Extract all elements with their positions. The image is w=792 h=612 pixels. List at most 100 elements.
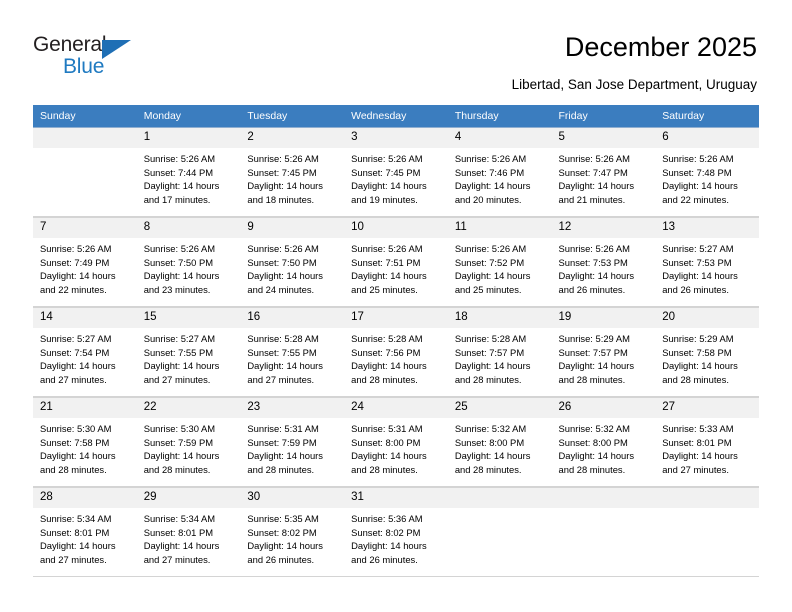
calendar-day-cell[interactable]: 14 Sunrise: 5:27 AM Sunset: 7:54 PM Dayligh… xyxy=(33,307,137,397)
day-info: Sunrise: 5:27 AM Sunset: 7:54 PM Daylight:… xyxy=(33,328,137,386)
calendar-day-cell[interactable]: 16 Sunrise: 5:28 AM Sunset: 7:55 PM Dayligh… xyxy=(240,307,345,397)
calendar-day-cell[interactable]: 19 Sunrise: 5:29 AM Sunset: 7:57 PM Dayligh… xyxy=(551,307,656,397)
calendar-day-cell[interactable]: 17 Sunrise: 5:28 AM Sunset: 7:56 PM Dayligh… xyxy=(344,307,448,397)
calendar-day-cell[interactable]: 15 Sunrise: 5:27 AM Sunset: 7:55 PM Dayligh… xyxy=(136,307,241,397)
daylight-text-line2: and 28 minutes. xyxy=(351,463,418,475)
calendar-day-cell[interactable]: 1 Sunrise: 5:26 AM Sunset: 7:44 PM Daylight… xyxy=(136,127,241,217)
sunrise-text: Sunrise: 5:26 AM xyxy=(143,243,216,254)
sunset-text: Sunset: 7:58 PM xyxy=(662,346,732,358)
page-title: December 2025 xyxy=(564,32,757,62)
day-info xyxy=(33,148,137,152)
daylight-text-line2: and 21 minutes. xyxy=(558,193,626,205)
sunset-text: Sunset: 7:55 PM xyxy=(247,346,317,358)
day-number: 6 xyxy=(655,128,759,148)
calendar-day-cell[interactable]: 23 Sunrise: 5:31 AM Sunset: 7:59 PM Dayligh… xyxy=(240,397,345,487)
daylight-text-line1: Daylight: 14 hours xyxy=(351,270,427,282)
sunrise-text: Sunrise: 5:26 AM xyxy=(351,243,423,254)
calendar-day-cell[interactable]: 7 Sunrise: 5:26 AM Sunset: 7:49 PM Daylight… xyxy=(33,217,137,307)
weekday-header-wednesday: Wednesday xyxy=(344,105,448,127)
day-info: Sunrise: 5:26 AM Sunset: 7:47 PM Daylight:… xyxy=(552,148,656,206)
sunset-text: Sunset: 7:50 PM xyxy=(143,256,214,268)
sunrise-text: Sunrise: 5:26 AM xyxy=(143,153,216,164)
calendar-day-cell[interactable]: 13 Sunrise: 5:27 AM Sunset: 7:53 PM Dayligh… xyxy=(655,217,759,307)
day-info: Sunrise: 5:29 AM Sunset: 7:57 PM Daylight:… xyxy=(552,328,656,386)
weekday-header-sunday: Sunday xyxy=(33,105,137,127)
day-info: Sunrise: 5:35 AM Sunset: 8:02 PM Daylight:… xyxy=(240,508,344,566)
day-info: Sunrise: 5:34 AM Sunset: 8:01 PM Daylight:… xyxy=(137,508,241,566)
day-info: Sunrise: 5:28 AM Sunset: 7:57 PM Daylight:… xyxy=(448,328,552,386)
day-number: 5 xyxy=(551,128,656,148)
day-info: Sunrise: 5:31 AM Sunset: 7:59 PM Daylight:… xyxy=(240,418,344,476)
day-info: Sunrise: 5:28 AM Sunset: 7:55 PM Daylight:… xyxy=(240,328,344,386)
calendar-day-cell[interactable]: 30 Sunrise: 5:35 AM Sunset: 8:02 PM Dayligh… xyxy=(240,487,345,577)
daylight-text-line1: Daylight: 14 hours xyxy=(351,450,427,462)
daylight-text-line2: and 18 minutes. xyxy=(247,193,315,205)
day-number: 2 xyxy=(240,128,345,148)
daylight-text-line1: Daylight: 14 hours xyxy=(454,180,531,192)
day-number: 7 xyxy=(33,218,137,238)
daylight-text-line1: Daylight: 14 hours xyxy=(558,360,635,372)
calendar-day-cell[interactable]: 27 Sunrise: 5:33 AM Sunset: 8:01 PM Dayligh… xyxy=(655,397,759,487)
calendar-day-cell[interactable]: 20 Sunrise: 5:29 AM Sunset: 7:58 PM Dayligh… xyxy=(655,307,759,397)
calendar-day-cell[interactable]: 22 Sunrise: 5:30 AM Sunset: 7:59 PM Dayligh… xyxy=(136,397,241,487)
sunset-text: Sunset: 7:45 PM xyxy=(247,166,317,178)
sunset-text: Sunset: 7:57 PM xyxy=(454,346,525,358)
sunrise-text: Sunrise: 5:26 AM xyxy=(454,243,527,254)
sunset-text: Sunset: 7:53 PM xyxy=(662,256,732,268)
sunset-text: Sunset: 7:54 PM xyxy=(40,346,110,358)
calendar-day-cell[interactable]: 28 Sunrise: 5:34 AM Sunset: 8:01 PM Dayligh… xyxy=(33,487,137,577)
calendar-day-cell[interactable]: 2 Sunrise: 5:26 AM Sunset: 7:45 PM Daylight… xyxy=(240,127,345,217)
calendar-day-cell[interactable]: 9 Sunrise: 5:26 AM Sunset: 7:50 PM Daylight… xyxy=(240,217,345,307)
daylight-text-line1: Daylight: 14 hours xyxy=(558,180,635,192)
day-number: 15 xyxy=(136,308,241,328)
day-number: 17 xyxy=(344,308,448,328)
calendar-day-cell[interactable] xyxy=(33,127,137,217)
daylight-text-line1: Daylight: 14 hours xyxy=(454,360,531,372)
day-info: Sunrise: 5:26 AM Sunset: 7:49 PM Daylight:… xyxy=(33,238,137,296)
calendar-day-cell[interactable]: 12 Sunrise: 5:26 AM Sunset: 7:53 PM Dayligh… xyxy=(551,217,656,307)
calendar-day-cell[interactable]: 3 Sunrise: 5:26 AM Sunset: 7:45 PM Daylight… xyxy=(344,127,448,217)
calendar-day-cell[interactable]: 11 Sunrise: 5:26 AM Sunset: 7:52 PM Dayligh… xyxy=(447,217,552,307)
weekday-header-monday: Monday xyxy=(136,105,241,127)
daylight-text-line2: and 28 minutes. xyxy=(662,373,729,385)
calendar-day-cell[interactable]: 26 Sunrise: 5:32 AM Sunset: 8:00 PM Dayligh… xyxy=(551,397,656,487)
daylight-text-line1: Daylight: 14 hours xyxy=(143,540,220,552)
sunset-text: Sunset: 7:57 PM xyxy=(558,346,628,358)
sunset-text: Sunset: 7:46 PM xyxy=(454,166,525,178)
calendar-day-cell[interactable] xyxy=(655,487,759,577)
sunrise-text: Sunrise: 5:34 AM xyxy=(40,513,112,524)
general-blue-logo[interactable]: General Blue xyxy=(33,33,163,85)
calendar-day-cell[interactable]: 18 Sunrise: 5:28 AM Sunset: 7:57 PM Dayligh… xyxy=(447,307,552,397)
daylight-text-line1: Daylight: 14 hours xyxy=(143,270,220,282)
calendar-week-row: 7 Sunrise: 5:26 AM Sunset: 7:49 PM Daylight… xyxy=(33,217,759,307)
daylight-text-line2: and 28 minutes. xyxy=(143,463,211,475)
calendar-day-cell[interactable]: 24 Sunrise: 5:31 AM Sunset: 8:00 PM Dayligh… xyxy=(344,397,448,487)
daylight-text-line2: and 28 minutes. xyxy=(454,373,522,385)
daylight-text-line2: and 27 minutes. xyxy=(40,373,107,385)
calendar-day-cell[interactable]: 6 Sunrise: 5:26 AM Sunset: 7:48 PM Daylight… xyxy=(655,127,759,217)
calendar-header-row: Sunday Monday Tuesday Wednesday Thursday… xyxy=(33,105,759,127)
daylight-text-line2: and 26 minutes. xyxy=(247,553,315,565)
sunrise-text: Sunrise: 5:35 AM xyxy=(247,513,319,524)
calendar-day-cell[interactable]: 10 Sunrise: 5:26 AM Sunset: 7:51 PM Dayligh… xyxy=(344,217,448,307)
day-number xyxy=(551,488,656,508)
calendar-day-cell[interactable]: 29 Sunrise: 5:34 AM Sunset: 8:01 PM Dayligh… xyxy=(136,487,241,577)
calendar-day-cell[interactable]: 21 Sunrise: 5:30 AM Sunset: 7:58 PM Dayligh… xyxy=(33,397,137,487)
daylight-text-line2: and 23 minutes. xyxy=(143,283,211,295)
calendar-day-cell[interactable]: 25 Sunrise: 5:32 AM Sunset: 8:00 PM Dayligh… xyxy=(447,397,552,487)
day-info: Sunrise: 5:27 AM Sunset: 7:55 PM Daylight:… xyxy=(137,328,241,386)
page-subtitle: Libertad, San Jose Department, Uruguay xyxy=(511,77,757,92)
day-number: 14 xyxy=(33,308,137,328)
calendar-day-cell[interactable] xyxy=(551,487,656,577)
calendar-day-cell[interactable] xyxy=(447,487,552,577)
calendar-day-cell[interactable]: 5 Sunrise: 5:26 AM Sunset: 7:47 PM Daylight… xyxy=(551,127,656,217)
daylight-text-line2: and 28 minutes. xyxy=(351,373,418,385)
sunset-text: Sunset: 7:52 PM xyxy=(454,256,525,268)
daylight-text-line2: and 27 minutes. xyxy=(662,463,729,475)
sunrise-text: Sunrise: 5:28 AM xyxy=(454,333,527,344)
calendar-day-cell[interactable]: 4 Sunrise: 5:26 AM Sunset: 7:46 PM Daylight… xyxy=(447,127,552,217)
calendar-body: 1 Sunrise: 5:26 AM Sunset: 7:44 PM Daylight… xyxy=(33,127,759,577)
day-info: Sunrise: 5:26 AM Sunset: 7:51 PM Daylight:… xyxy=(344,238,448,296)
calendar-day-cell[interactable]: 31 Sunrise: 5:36 AM Sunset: 8:02 PM Dayligh… xyxy=(344,487,448,577)
calendar-day-cell[interactable]: 8 Sunrise: 5:26 AM Sunset: 7:50 PM Daylight… xyxy=(136,217,241,307)
